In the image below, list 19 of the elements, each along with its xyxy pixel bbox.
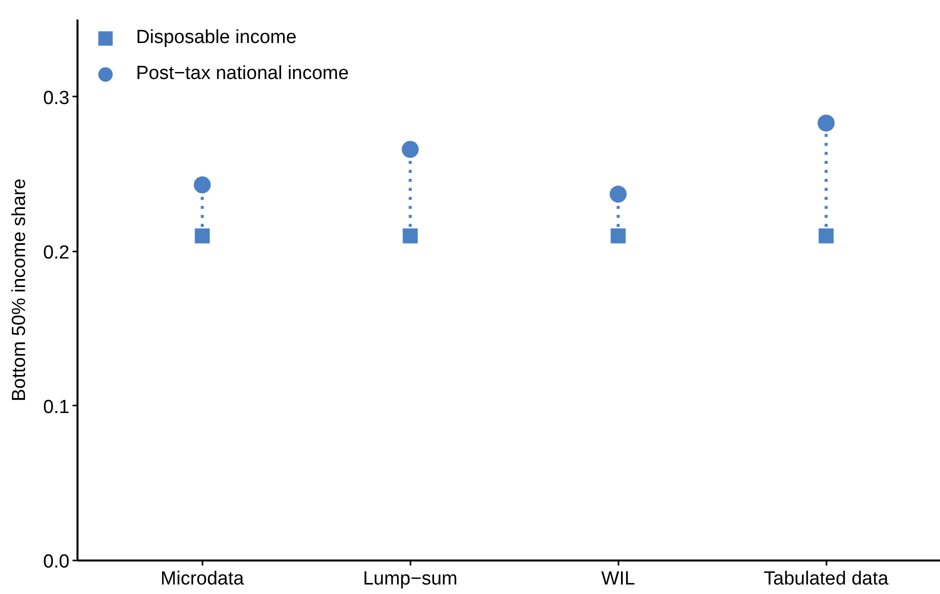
y-axis-title: Bottom 50% income share: [9, 178, 30, 402]
x-tick-label: WIL: [601, 568, 636, 590]
legend-label: Post−tax national income: [136, 62, 349, 86]
y-tick-label: 0.0: [43, 552, 70, 572]
y-tick-label: 0.3: [43, 88, 70, 109]
point: [818, 228, 834, 244]
point: [610, 186, 627, 203]
y-tick-label: 0.1: [43, 396, 70, 418]
legend-label: Disposable income: [136, 26, 297, 50]
point: [402, 140, 419, 158]
x-tick-label: Tabulated data: [764, 568, 889, 590]
point: [610, 228, 626, 244]
x-tick-label: Lump−sum: [362, 568, 458, 590]
point: [402, 228, 418, 244]
point: [194, 228, 210, 244]
y-tick-label: 0.2: [43, 242, 70, 264]
point: [818, 114, 835, 132]
x-tick-label: Microdata: [160, 568, 244, 590]
point: [194, 176, 211, 194]
